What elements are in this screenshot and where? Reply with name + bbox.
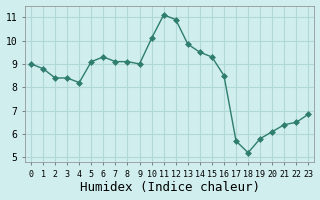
X-axis label: Humidex (Indice chaleur): Humidex (Indice chaleur) [80, 181, 260, 194]
